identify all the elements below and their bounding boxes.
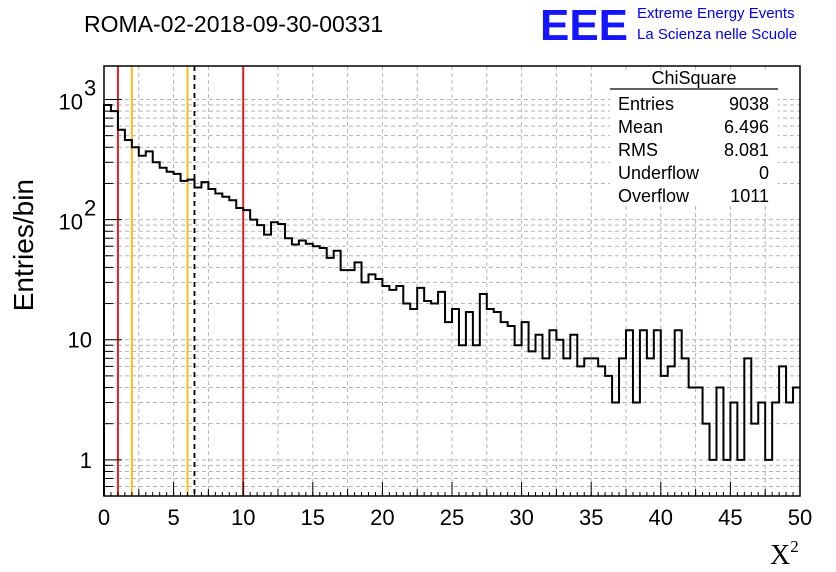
stats-row-value: 0 — [759, 163, 769, 183]
x-tick-label: 20 — [370, 505, 394, 530]
stats-box: ChiSquare Entries 9038 Mean 6.496 RMS 8.081 Un… — [610, 68, 778, 206]
threshold-lines — [116, 66, 245, 496]
x-axis-title: X2 — [770, 537, 799, 571]
y-axis-title: Entries/bin — [8, 179, 39, 311]
stats-box-background — [610, 70, 778, 206]
eee-logo-line1: Extreme Energy Events — [637, 5, 795, 22]
stats-row-value: 8.081 — [724, 140, 769, 160]
x-axis-title-exponent: 2 — [790, 537, 799, 556]
x-tick-label: 0 — [98, 505, 110, 530]
stats-box-title: ChiSquare — [651, 68, 736, 88]
y-tick-label: 10 — [59, 89, 83, 114]
y-tick-label-exponent: 2 — [84, 196, 96, 221]
x-tick-label: 5 — [167, 505, 179, 530]
y-tick-label: 10 — [59, 210, 83, 235]
eee-logo-mark: EEE — [540, 1, 628, 50]
x-tick-labels: 0 5 10 15 20 25 30 35 40 45 50 — [98, 505, 812, 530]
stats-row-value: 9038 — [729, 94, 769, 114]
eee-logo: EEE Extreme Energy Events La Scienza nel… — [540, 1, 797, 50]
stats-row-label: Overflow — [618, 186, 690, 206]
x-tick-label: 25 — [440, 505, 464, 530]
stats-row-label: Entries — [618, 94, 674, 114]
x-tick-label: 45 — [718, 505, 742, 530]
x-tick-label: 35 — [579, 505, 603, 530]
axis-ticks — [103, 98, 801, 497]
x-axis-title-base: X — [770, 540, 790, 571]
stats-row-value: 6.496 — [724, 117, 769, 137]
x-tick-label: 30 — [509, 505, 533, 530]
y-tick-label: 1 — [80, 448, 92, 473]
histogram-bins — [103, 103, 800, 496]
x-tick-label: 15 — [301, 505, 325, 530]
stats-row-value: 1011 — [730, 186, 769, 206]
y-tick-label: 10 — [68, 328, 92, 353]
eee-logo-line2: La Scienza nelle Scuole — [637, 26, 797, 43]
x-tick-label: 10 — [231, 505, 255, 530]
y-tick-label-exponent: 3 — [84, 75, 96, 100]
x-tick-label: 40 — [649, 505, 673, 530]
stats-row-label: Underflow — [618, 163, 700, 183]
x-tick-label: 50 — [788, 505, 812, 530]
stats-box-rows: Entries 9038 Mean 6.496 RMS 8.081 Underflow 0 Ov… — [618, 94, 769, 206]
stats-row-label: RMS — [618, 140, 658, 160]
chart-title: ROMA-02-2018-09-30-00331 — [84, 11, 383, 37]
histogram-outline — [103, 103, 800, 496]
stats-row-label: Mean — [618, 117, 663, 137]
